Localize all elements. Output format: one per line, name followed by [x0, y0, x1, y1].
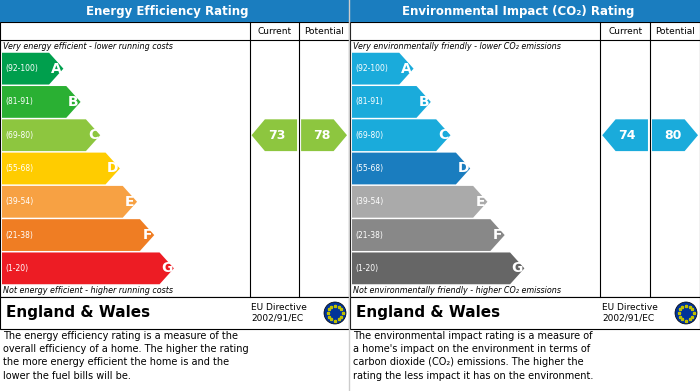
Text: Current: Current — [608, 27, 642, 36]
Circle shape — [675, 302, 697, 324]
Text: (1-20): (1-20) — [355, 264, 378, 273]
Text: England & Wales: England & Wales — [6, 305, 150, 321]
Text: (69-80): (69-80) — [5, 131, 33, 140]
Polygon shape — [652, 119, 698, 151]
Polygon shape — [602, 119, 648, 151]
Polygon shape — [352, 152, 470, 185]
Text: (81-91): (81-91) — [5, 97, 33, 106]
Polygon shape — [352, 219, 505, 251]
Text: 80: 80 — [664, 129, 682, 142]
Text: (81-91): (81-91) — [355, 97, 383, 106]
Polygon shape — [352, 86, 430, 118]
Text: EU Directive
2002/91/EC: EU Directive 2002/91/EC — [251, 303, 307, 323]
Text: (21-38): (21-38) — [5, 231, 33, 240]
Polygon shape — [301, 119, 347, 151]
Text: B: B — [419, 95, 429, 109]
Polygon shape — [2, 53, 64, 84]
Text: F: F — [493, 228, 503, 242]
Text: The energy efficiency rating is a measure of the
overall efficiency of a home. T: The energy efficiency rating is a measur… — [3, 331, 248, 380]
Text: D: D — [107, 161, 118, 176]
Polygon shape — [352, 119, 451, 151]
Text: Very environmentally friendly - lower CO₂ emissions: Very environmentally friendly - lower CO… — [353, 42, 561, 51]
Text: 78: 78 — [314, 129, 330, 142]
Text: 74: 74 — [618, 129, 636, 142]
Text: F: F — [142, 228, 152, 242]
Text: (21-38): (21-38) — [355, 231, 383, 240]
Text: (55-68): (55-68) — [355, 164, 383, 173]
Polygon shape — [352, 53, 414, 84]
Bar — [350, 0, 700, 22]
Text: (92-100): (92-100) — [5, 64, 38, 73]
Text: EU Directive
2002/91/EC: EU Directive 2002/91/EC — [602, 303, 658, 323]
Bar — [0, 297, 349, 329]
Text: A: A — [51, 62, 62, 75]
Text: (39-54): (39-54) — [355, 197, 384, 206]
Polygon shape — [2, 152, 120, 185]
Text: G: G — [512, 261, 523, 275]
Text: (92-100): (92-100) — [355, 64, 388, 73]
Text: Very energy efficient - lower running costs: Very energy efficient - lower running co… — [3, 42, 173, 51]
Polygon shape — [2, 219, 154, 251]
Text: D: D — [457, 161, 469, 176]
Polygon shape — [352, 186, 487, 218]
Text: Not environmentally friendly - higher CO₂ emissions: Not environmentally friendly - higher CO… — [353, 286, 561, 295]
Polygon shape — [2, 86, 80, 118]
Text: B: B — [68, 95, 78, 109]
Text: C: C — [88, 128, 98, 142]
Text: E: E — [125, 195, 134, 209]
Circle shape — [324, 302, 346, 324]
Text: Current: Current — [258, 27, 291, 36]
Text: C: C — [438, 128, 449, 142]
Text: Energy Efficiency Rating: Energy Efficiency Rating — [86, 5, 248, 18]
Text: A: A — [401, 62, 412, 75]
Bar — [350, 22, 700, 297]
Polygon shape — [2, 119, 100, 151]
Text: (69-80): (69-80) — [355, 131, 383, 140]
Text: 73: 73 — [267, 129, 285, 142]
Text: Not energy efficient - higher running costs: Not energy efficient - higher running co… — [3, 286, 173, 295]
Bar — [350, 297, 700, 329]
Text: Potential: Potential — [304, 27, 344, 36]
Bar — [0, 0, 349, 22]
Text: E: E — [475, 195, 485, 209]
Text: England & Wales: England & Wales — [356, 305, 500, 321]
Polygon shape — [2, 186, 137, 218]
Text: (55-68): (55-68) — [5, 164, 33, 173]
Bar — [0, 22, 349, 297]
Text: G: G — [161, 261, 172, 275]
Polygon shape — [352, 253, 524, 284]
Polygon shape — [251, 119, 297, 151]
Text: (1-20): (1-20) — [5, 264, 28, 273]
Text: (39-54): (39-54) — [5, 197, 34, 206]
Text: Environmental Impact (CO₂) Rating: Environmental Impact (CO₂) Rating — [402, 5, 634, 18]
Polygon shape — [2, 253, 174, 284]
Text: Potential: Potential — [655, 27, 695, 36]
Text: The environmental impact rating is a measure of
a home's impact on the environme: The environmental impact rating is a mea… — [353, 331, 594, 380]
